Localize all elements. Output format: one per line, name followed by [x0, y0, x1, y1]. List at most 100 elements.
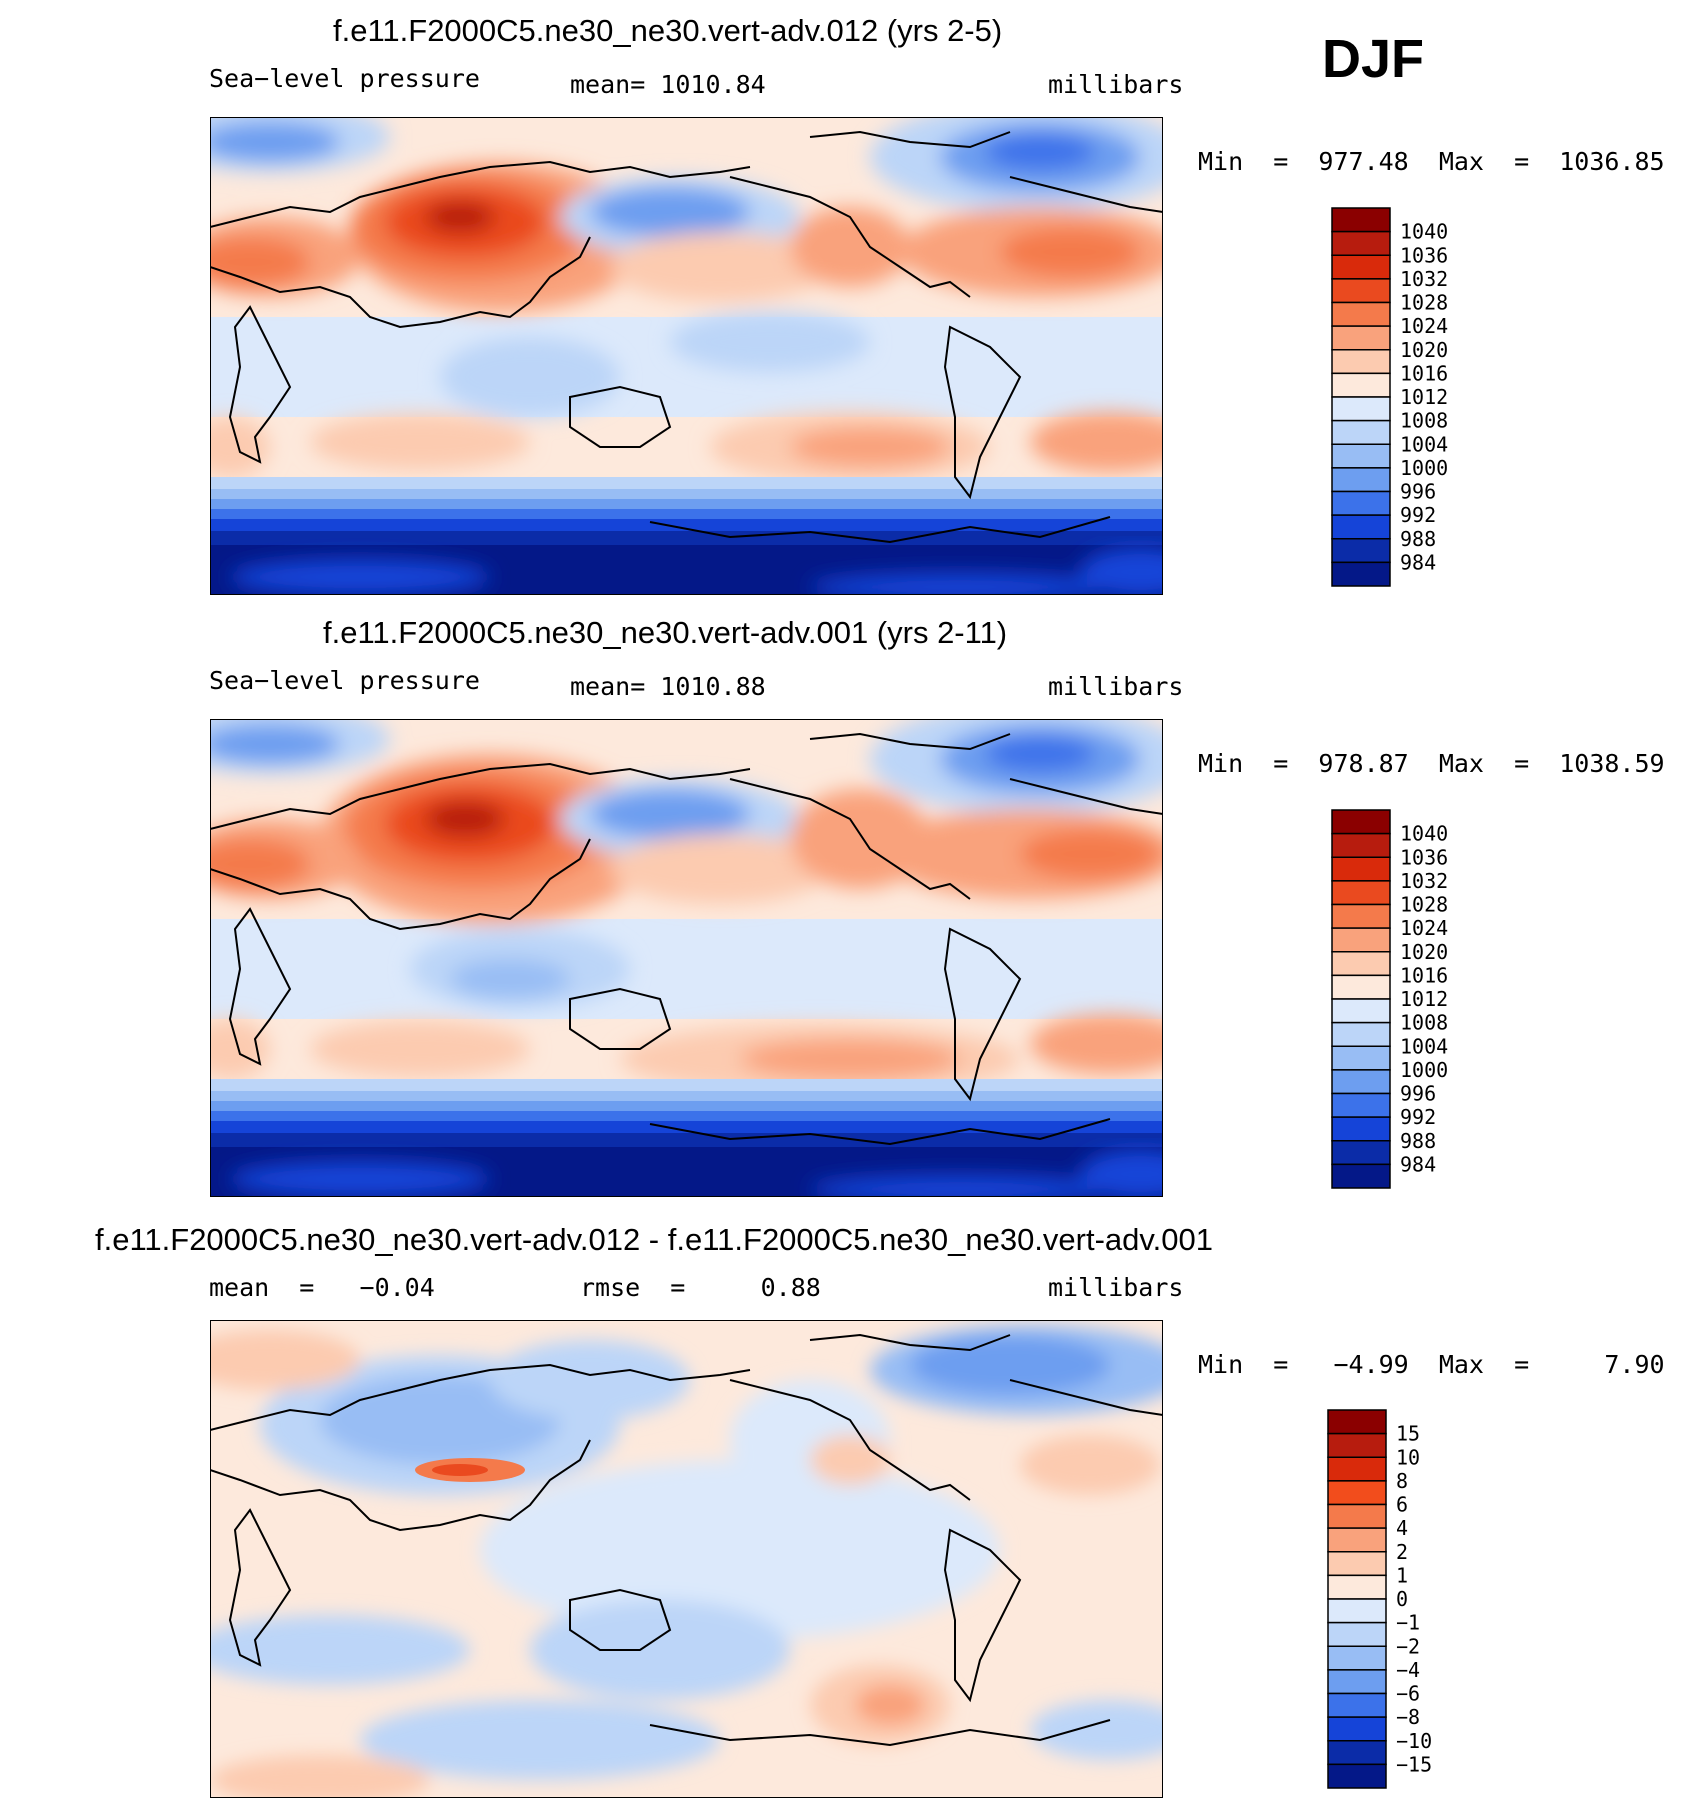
- colorbar-box: [1331, 951, 1391, 977]
- colorbar-box: [1331, 490, 1391, 516]
- colorbar-box: [1331, 467, 1391, 493]
- colorbar-tick-label: 1004: [1400, 432, 1448, 456]
- colorbar-box: [1331, 880, 1391, 906]
- colorbar-tick-label: 1024: [1400, 916, 1448, 940]
- colorbar-tick-label: −10: [1396, 1729, 1432, 1753]
- colorbar-box: [1331, 974, 1391, 1000]
- colorbar-box: [1327, 1432, 1387, 1458]
- panel3-rmse-label: rmse = 0.88: [580, 1273, 821, 1302]
- colorbar-tick-label: −1: [1396, 1611, 1420, 1635]
- colorbar-tick-label: 1000: [1400, 456, 1448, 480]
- colorbar-tick-label: 2: [1396, 1540, 1408, 1564]
- colorbar-box: [1327, 1456, 1387, 1482]
- panel1-title: f.e11.F2000C5.ne30_ne30.vert-adv.012 (yr…: [333, 13, 1003, 48]
- colorbar-box: [1327, 1551, 1387, 1577]
- panel1-colorbar: 1040103610321028102410201016101210081004…: [1331, 207, 1448, 587]
- colorbar-box: [1331, 514, 1391, 540]
- panel3-map: [210, 1320, 1163, 1798]
- colorbar-box: [1331, 207, 1391, 233]
- colorbar-tick-label: 996: [1400, 1082, 1436, 1106]
- panel3-title: f.e11.F2000C5.ne30_ne30.vert-adv.012 - f…: [95, 1222, 1213, 1257]
- colorbar-box: [1327, 1503, 1387, 1529]
- colorbar-box: [1331, 1045, 1391, 1071]
- colorbar-tick-label: 1028: [1400, 291, 1448, 315]
- colorbar-box: [1327, 1598, 1387, 1624]
- colorbar-tick-label: 1008: [1400, 1011, 1448, 1035]
- panel2-mean-label: mean= 1010.88: [570, 672, 766, 701]
- panel1-map: [210, 117, 1163, 595]
- panel2-title: f.e11.F2000C5.ne30_ne30.vert-adv.001 (yr…: [323, 615, 1008, 650]
- colorbar-tick-label: 1012: [1400, 385, 1448, 409]
- colorbar-tick-label: 1016: [1400, 361, 1448, 385]
- colorbar-tick-label: 1032: [1400, 267, 1448, 291]
- panel2-map: [210, 719, 1163, 1197]
- colorbar-tick-label: 984: [1400, 1152, 1436, 1176]
- colorbar-tick-label: 0: [1396, 1587, 1408, 1611]
- colorbar-tick-label: 984: [1400, 550, 1436, 574]
- colorbar-box: [1331, 396, 1391, 422]
- colorbar-box: [1331, 856, 1391, 882]
- colorbar-box: [1331, 419, 1391, 445]
- colorbar-box: [1327, 1740, 1387, 1766]
- colorbar-box: [1331, 372, 1391, 398]
- colorbar-tick-label: 10: [1396, 1445, 1420, 1469]
- colorbar-tick-label: 4: [1396, 1516, 1408, 1540]
- colorbar-tick-label: 1: [1396, 1563, 1408, 1587]
- panel2-variable-label: Sea−level pressure: [209, 666, 480, 695]
- colorbar-tick-label: 1032: [1400, 869, 1448, 893]
- colorbar-tick-label: −8: [1396, 1705, 1420, 1729]
- colorbar-tick-label: 8: [1396, 1469, 1408, 1493]
- colorbar-tick-label: 992: [1400, 503, 1436, 527]
- colorbar-tick-label: 1040: [1400, 220, 1448, 244]
- panel2-colorbar: 1040103610321028102410201016101210081004…: [1331, 809, 1448, 1189]
- colorbar-tick-label: 1008: [1400, 409, 1448, 433]
- colorbar-box: [1327, 1645, 1387, 1671]
- colorbar-box: [1331, 1163, 1391, 1189]
- panel2-units-label: millibars: [1048, 672, 1184, 701]
- colorbar-box: [1331, 998, 1391, 1024]
- colorbar-tick-label: 1040: [1400, 822, 1448, 846]
- colorbar-tick-label: 1012: [1400, 987, 1448, 1011]
- colorbar-box: [1331, 538, 1391, 564]
- colorbar-box: [1331, 1092, 1391, 1118]
- colorbar-box: [1327, 1716, 1387, 1742]
- colorbar-box: [1331, 832, 1391, 858]
- colorbar-box: [1331, 443, 1391, 469]
- colorbar-box: [1327, 1621, 1387, 1647]
- colorbar-tick-label: 1020: [1400, 940, 1448, 964]
- panel1-variable-label: Sea−level pressure: [209, 64, 480, 93]
- colorbar-tick-label: 992: [1400, 1105, 1436, 1129]
- colorbar-box: [1331, 561, 1391, 587]
- colorbar-box: [1331, 903, 1391, 929]
- colorbar-box: [1331, 1140, 1391, 1166]
- colorbar-box: [1327, 1409, 1387, 1435]
- panel3-units-label: millibars: [1048, 1273, 1184, 1302]
- colorbar-tick-label: −2: [1396, 1634, 1420, 1658]
- colorbar-box: [1327, 1692, 1387, 1718]
- colorbar-tick-label: 996: [1400, 480, 1436, 504]
- colorbar-tick-label: 988: [1400, 1129, 1436, 1153]
- colorbar-box: [1327, 1480, 1387, 1506]
- colorbar-tick-label: 988: [1400, 527, 1436, 551]
- panel1-units-label: millibars: [1048, 70, 1184, 99]
- colorbar-tick-label: 1036: [1400, 243, 1448, 267]
- colorbar-tick-label: 1000: [1400, 1058, 1448, 1082]
- colorbar-tick-label: 1016: [1400, 963, 1448, 987]
- colorbar-box: [1331, 349, 1391, 375]
- colorbar-box: [1331, 325, 1391, 351]
- panel1-minmax-label: Min = 977.48 Max = 1036.85: [1198, 147, 1665, 176]
- colorbar-tick-label: 1020: [1400, 338, 1448, 362]
- colorbar-tick-label: 1036: [1400, 845, 1448, 869]
- colorbar-box: [1327, 1763, 1387, 1789]
- colorbar-box: [1331, 927, 1391, 953]
- colorbar-tick-label: 15: [1396, 1422, 1420, 1446]
- colorbar-box: [1331, 1021, 1391, 1047]
- colorbar-tick-label: 6: [1396, 1493, 1408, 1517]
- colorbar-box: [1331, 809, 1391, 835]
- colorbar-box: [1331, 301, 1391, 327]
- colorbar-tick-label: 1004: [1400, 1034, 1448, 1058]
- colorbar-box: [1327, 1669, 1387, 1695]
- season-label: DJF: [1322, 29, 1425, 89]
- colorbar-box: [1331, 254, 1391, 280]
